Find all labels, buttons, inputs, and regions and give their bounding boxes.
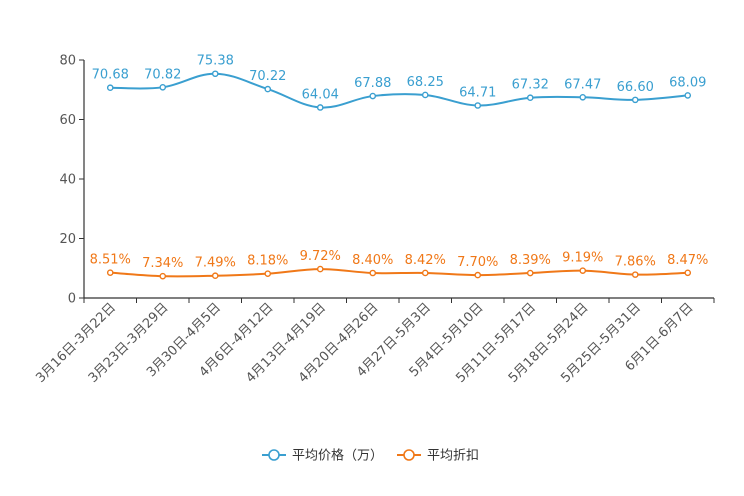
data-label: 9.19%	[562, 251, 603, 266]
legend-marker-icon	[403, 449, 415, 461]
data-point	[264, 85, 272, 93]
data-label: 7.70%	[457, 255, 498, 270]
data-point	[106, 84, 114, 92]
legend-item-1[interactable]: 平均价格（万）	[262, 448, 383, 464]
data-point	[526, 269, 534, 277]
data-point	[631, 96, 639, 104]
legend-label: 平均价格（万）	[292, 448, 383, 464]
data-point	[526, 94, 534, 102]
y-tick-label: 80	[59, 54, 76, 69]
data-label: 8.47%	[667, 253, 708, 268]
data-label: 66.60	[617, 80, 654, 95]
series-line	[110, 268, 688, 278]
data-point	[369, 269, 377, 277]
data-label: 70.82	[144, 67, 181, 82]
data-point	[579, 267, 587, 274]
data-label: 8.42%	[405, 253, 446, 268]
data-point	[631, 271, 639, 278]
data-label: 67.47	[564, 77, 601, 92]
data-point	[159, 84, 167, 91]
legend-label: 平均折扣	[427, 449, 479, 464]
data-label: 75.38	[197, 54, 234, 69]
data-label: 7.34%	[142, 256, 183, 271]
data-label: 67.88	[354, 76, 391, 91]
data-label: 8.40%	[352, 253, 393, 268]
y-tick-label: 60	[59, 113, 76, 128]
data-label: 7.86%	[615, 255, 656, 270]
data-label: 8.18%	[247, 254, 288, 269]
data-point	[421, 91, 429, 99]
series-line	[110, 72, 688, 109]
x-axis-ticks: 3月16日-3月22日3月23日-3月29日3月30日-4月5日4月6日-4月1…	[33, 300, 696, 386]
data-label: 8.51%	[90, 253, 131, 268]
data-point	[316, 104, 324, 111]
data-point	[421, 269, 429, 277]
axes: 0 20 40 60 80	[59, 54, 715, 307]
data-point	[369, 92, 377, 100]
data-point	[106, 269, 114, 276]
data-point	[211, 272, 219, 280]
legend[interactable]: 平均价格（万） 平均折扣	[262, 448, 479, 464]
y-tick-label: 20	[59, 232, 76, 247]
data-label: 67.32	[512, 78, 549, 93]
series-layer: 70.68 70.82 75.38 70.22 64.04 67.88 68.25 64.71…	[90, 54, 708, 280]
data-label: 64.71	[459, 85, 496, 100]
series-2: 8.51% 7.34% 7.49% 8.18% 9.72% 8.40% 8.42% 7.70%…	[90, 249, 708, 280]
data-point	[159, 272, 167, 280]
data-point	[579, 93, 587, 101]
data-point	[211, 70, 219, 78]
data-point	[474, 102, 482, 109]
legend-marker-icon	[268, 449, 280, 461]
data-point	[264, 270, 272, 277]
data-label: 8.39%	[510, 253, 551, 268]
series-1: 70.68 70.82 75.38 70.22 64.04 67.88 68.25 64.71…	[92, 54, 706, 111]
data-label: 9.72%	[300, 249, 341, 264]
data-label: 70.68	[92, 68, 129, 83]
data-label: 70.22	[249, 69, 286, 84]
legend-item-2[interactable]: 平均折扣	[397, 449, 479, 464]
data-label: 68.09	[669, 75, 706, 90]
data-label: 7.49%	[195, 256, 236, 271]
data-point	[474, 271, 482, 279]
data-point	[684, 269, 692, 277]
data-label: 64.04	[302, 87, 339, 102]
data-point	[684, 92, 692, 99]
data-point	[316, 265, 324, 273]
y-tick-label: 0	[68, 292, 76, 307]
y-tick-label: 40	[59, 173, 76, 188]
data-label: 68.25	[407, 75, 444, 90]
